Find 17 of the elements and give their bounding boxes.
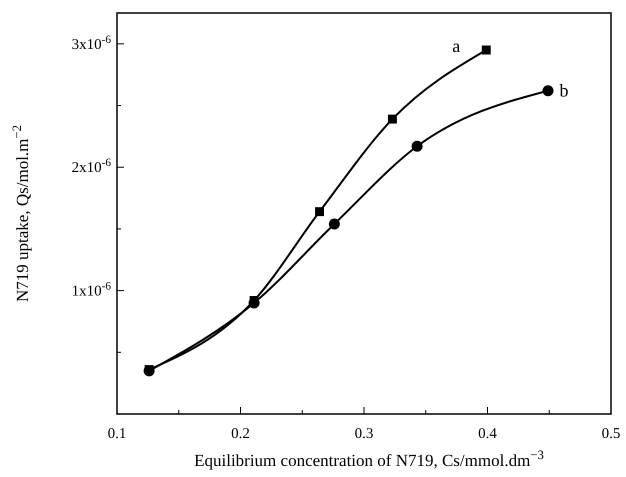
x-axis-title: Equilibrium concentration of N719, Cs/mmol.dm$^{−3}$: [194, 448, 544, 470]
x-tick-label: 0.2: [231, 426, 250, 442]
point: [388, 114, 397, 124]
y-tick-label: 1x10$^{-6}$: [72, 280, 112, 300]
x-tick-label: 0.4: [478, 426, 498, 442]
point: [412, 140, 423, 152]
annotation: b: [560, 80, 569, 101]
x-tick-label: 0.1: [108, 426, 126, 442]
x-tick-label: 0.3: [354, 426, 374, 442]
point: [328, 218, 340, 230]
y-tick-label: 3x10$^{-6}$: [72, 34, 112, 53]
point: [482, 46, 491, 54]
x-tick-label: 0.5: [602, 426, 620, 442]
point: [542, 85, 554, 96]
point: [315, 207, 324, 216]
annotation: a: [452, 36, 460, 56]
y-tick-label: 2x10$^{-6}$: [72, 157, 112, 176]
